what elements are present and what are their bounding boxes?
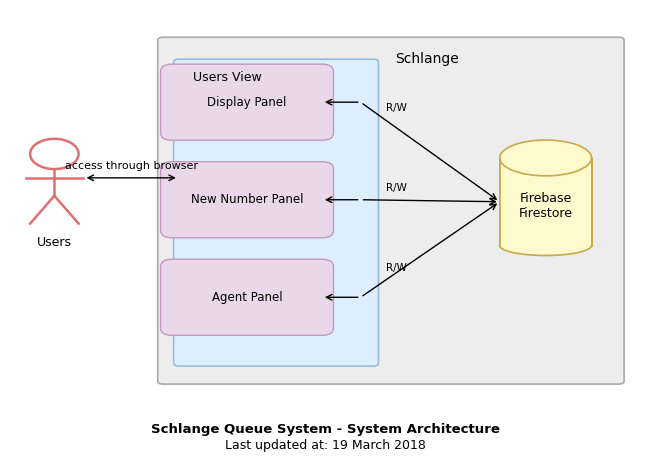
FancyBboxPatch shape <box>161 259 333 335</box>
Text: R/W: R/W <box>385 183 406 193</box>
Ellipse shape <box>500 140 592 176</box>
FancyBboxPatch shape <box>158 38 624 384</box>
Text: Agent Panel: Agent Panel <box>212 291 283 304</box>
FancyBboxPatch shape <box>161 64 333 140</box>
Text: R/W: R/W <box>385 103 406 113</box>
Bar <box>501 158 591 245</box>
Text: New Number Panel: New Number Panel <box>191 193 303 206</box>
Text: Display Panel: Display Panel <box>207 96 286 109</box>
Text: Users: Users <box>37 236 72 249</box>
Text: access through browser: access through browser <box>64 161 198 171</box>
Text: Firebase
Firestore: Firebase Firestore <box>519 192 573 220</box>
Bar <box>500 158 592 245</box>
FancyBboxPatch shape <box>174 59 378 366</box>
Text: Schlange Queue System - System Architecture: Schlange Queue System - System Architect… <box>151 423 500 436</box>
Text: Users View: Users View <box>193 71 262 84</box>
Ellipse shape <box>500 236 592 256</box>
Text: R/W: R/W <box>385 263 406 273</box>
Text: Schlange: Schlange <box>396 51 459 66</box>
FancyBboxPatch shape <box>161 162 333 238</box>
Text: Last updated at: 19 March 2018: Last updated at: 19 March 2018 <box>225 439 426 452</box>
